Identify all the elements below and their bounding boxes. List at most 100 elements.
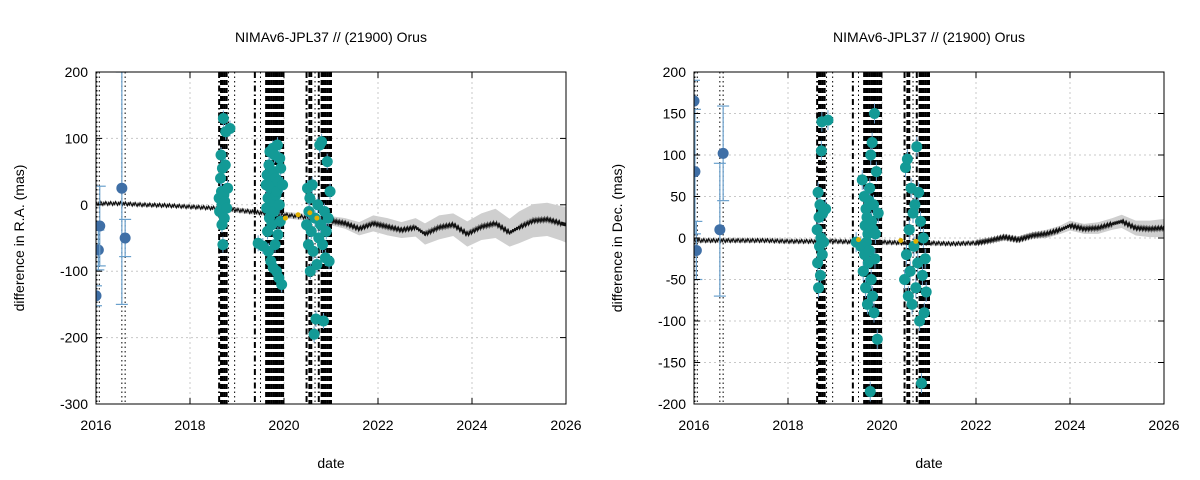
teal-residual-point <box>906 298 918 310</box>
teal-residual-point <box>812 186 824 198</box>
y-tick-label: 150 <box>663 106 687 122</box>
y-tick-label: 0 <box>80 197 88 213</box>
teal-residual-point <box>272 229 284 241</box>
teal-residual-point <box>860 236 872 248</box>
y-tick-label: -150 <box>658 355 686 371</box>
dec-y-axis-label: difference in Dec. (mas) <box>609 164 625 312</box>
y-tick-label: 50 <box>670 189 686 205</box>
teal-residual-point <box>317 315 329 327</box>
teal-residual-point <box>317 239 329 251</box>
teal-residual-point <box>271 139 283 151</box>
blue-residual-point <box>96 220 106 232</box>
teal-residual-point <box>217 112 229 124</box>
yellow-residual-point <box>913 238 919 244</box>
teal-residual-point <box>320 225 332 237</box>
teal-residual-point <box>820 203 832 215</box>
y-tick-label: 200 <box>663 64 687 80</box>
y-tick-label: -50 <box>666 272 686 288</box>
ra-model-curve <box>96 200 566 238</box>
blue-residual-point <box>119 232 131 244</box>
teal-residual-point <box>899 274 911 285</box>
blue-residual-point <box>96 244 104 256</box>
teal-residual-point <box>904 265 916 277</box>
y-tick-label: -200 <box>60 330 88 346</box>
uncertainty-band <box>694 214 1164 247</box>
teal-residual-point <box>863 244 875 256</box>
y-tick-label: -100 <box>658 313 686 329</box>
teal-residual-point <box>324 186 336 198</box>
teal-residual-point <box>868 199 880 211</box>
teal-residual-point <box>221 202 233 214</box>
teal-residual-point <box>305 225 317 237</box>
teal-residual-point <box>812 257 824 269</box>
teal-residual-point <box>304 192 316 204</box>
teal-residual-point <box>920 286 932 298</box>
model-curve-line <box>694 218 1164 248</box>
teal-residual-point <box>867 290 879 302</box>
teal-residual-point <box>868 307 880 319</box>
teal-residual-point <box>910 282 922 294</box>
teal-residual-point <box>918 307 930 319</box>
yellow-residual-point <box>307 210 313 216</box>
teal-residual-point <box>273 199 285 211</box>
dec-chart-title: NIMAv6-JPL37 // (21900) Orus <box>833 29 1025 45</box>
blue-residual-point <box>694 244 702 256</box>
teal-residual-point <box>307 245 319 257</box>
blue-residual-point <box>714 224 726 236</box>
dec-uncertainty-band <box>694 214 1164 247</box>
teal-residual-point <box>861 298 873 310</box>
x-tick-label: 2016 <box>678 417 709 433</box>
teal-residual-point <box>869 228 881 240</box>
teal-residual-point <box>811 224 823 236</box>
teal-residual-point <box>217 239 229 251</box>
teal-residual-point <box>869 253 881 265</box>
teal-residual-point <box>914 315 926 327</box>
teal-residual-point <box>915 215 927 227</box>
x-tick-label: 2020 <box>866 417 897 433</box>
yellow-residual-point <box>314 215 320 221</box>
teal-residual-point <box>865 274 877 285</box>
teal-residual-point <box>308 328 320 340</box>
teal-residual-point <box>865 149 877 161</box>
teal-residual-point <box>814 269 826 281</box>
teal-residual-point <box>866 137 878 149</box>
ra-x-axis-label: date <box>317 455 344 471</box>
ra-residuals-panel: -300 -200 -100 0 100 200 2016 2018 2020 2022 2024 2… <box>11 29 582 471</box>
yellow-residual-point <box>282 215 288 221</box>
teal-residual-point <box>277 179 289 191</box>
teal-residual-point <box>911 141 923 153</box>
x-tick-label: 2024 <box>1054 417 1085 433</box>
blue-residual-point <box>116 182 128 194</box>
teal-residual-point <box>864 182 876 194</box>
y-tick-label: 0 <box>678 230 686 246</box>
teal-residual-point <box>274 152 286 164</box>
dec-residuals-panel: -200 -150 -100 -50 0 50 100 150 200 2016 2018 2020 2… <box>609 29 1180 471</box>
teal-residual-point <box>866 215 878 227</box>
dec-model-curve <box>694 218 1164 248</box>
teal-residual-point <box>868 108 880 119</box>
teal-residual-point <box>857 265 869 277</box>
teal-residual-point <box>222 182 234 194</box>
teal-residual-point <box>276 278 288 290</box>
y-tick-label: -100 <box>60 263 88 279</box>
blue-residual-point <box>694 166 701 178</box>
teal-residual-point <box>901 153 913 165</box>
x-tick-label: 2026 <box>550 417 581 433</box>
teal-residual-point <box>856 174 868 186</box>
teal-residual-point <box>871 333 883 345</box>
blue-residual-point <box>694 95 700 107</box>
teal-residual-point <box>316 136 328 148</box>
yellow-residual-point <box>295 212 301 218</box>
ra-plot-frame <box>95 71 567 405</box>
model-curve-line <box>96 200 566 238</box>
teal-residual-point <box>900 161 911 173</box>
teal-residual-point <box>919 253 931 265</box>
x-tick-label: 2018 <box>772 417 803 433</box>
teal-residual-point <box>907 207 919 219</box>
teal-residual-point <box>813 282 825 294</box>
teal-residual-point <box>900 249 912 261</box>
teal-residual-point <box>219 159 231 171</box>
teal-residual-point <box>909 199 921 211</box>
yellow-residual-point <box>898 237 904 243</box>
teal-residual-point <box>870 166 882 178</box>
